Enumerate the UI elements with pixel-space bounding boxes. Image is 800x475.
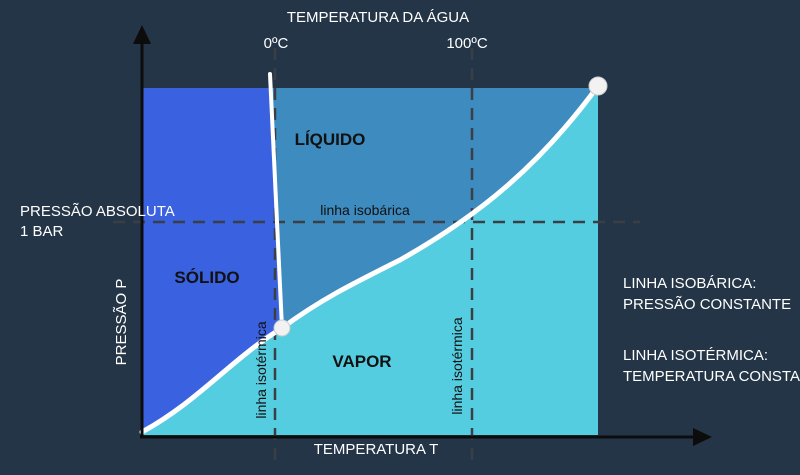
liquid-label: LÍQUIDO [295, 130, 366, 149]
triple-point [273, 319, 291, 337]
x-axis-title: TEMPERATURA T [314, 441, 438, 458]
liquid-region [270, 86, 598, 328]
isotherm-0-line-label: linha isotérmica [253, 321, 269, 418]
temp-0-label: 0ºC [264, 35, 289, 52]
legend-isobaric-title: LINHA ISOBÁRICA: [623, 275, 756, 292]
temp-100-label: 100ºC [446, 35, 488, 52]
legend-isothermal-desc: TEMPERATURA CONSTANTE [623, 368, 800, 385]
vapor-label: VAPOR [332, 352, 391, 371]
x-axis-arrow-icon [693, 428, 712, 446]
isotherm-100-line-label: linha isotérmica [449, 317, 465, 414]
solid-region [142, 88, 282, 432]
y-axis-arrow-icon [133, 25, 151, 44]
pressure-label-line1: PRESSÃO ABSOLUTA [20, 203, 175, 220]
fusion-curve [268, 72, 284, 330]
legend-isothermal-title: LINHA ISOTÉRMICA: [623, 347, 768, 364]
top-axis-title: TEMPERATURA DA ÁGUA [287, 9, 469, 26]
pressure-label-line2: 1 BAR [20, 223, 64, 240]
legend-isobaric-desc: PRESSÃO CONSTANTE [623, 296, 791, 313]
critical-point [588, 76, 608, 96]
y-axis-title: PRESSÃO P [113, 279, 130, 366]
sublimation-vaporization-curve [139, 83, 601, 435]
isobaric-line-label: linha isobárica [320, 202, 410, 218]
solid-label: SÓLIDO [174, 268, 239, 287]
